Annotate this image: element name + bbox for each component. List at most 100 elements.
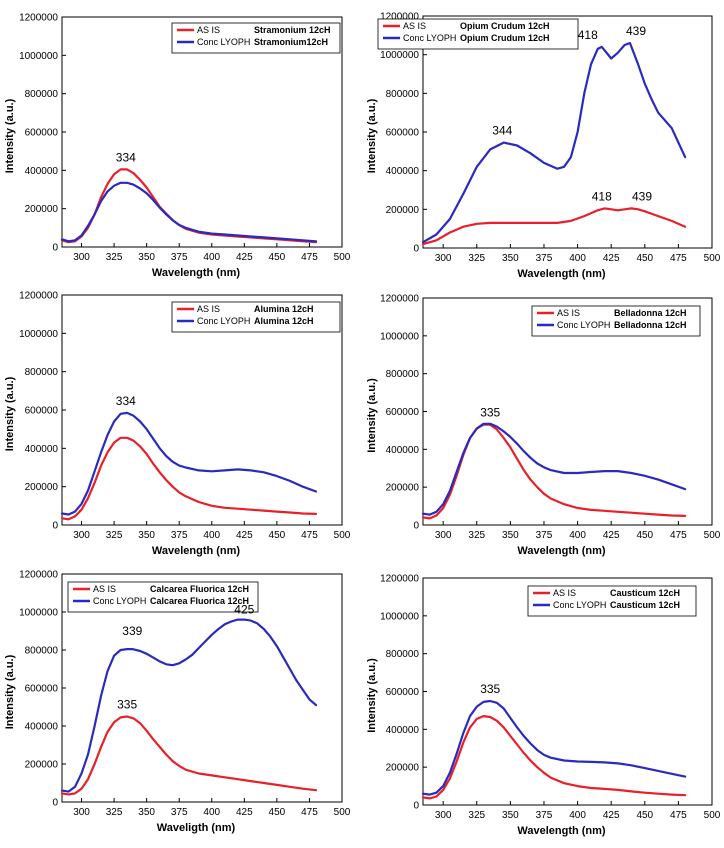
y-tick-label: 600000	[25, 684, 59, 695]
y-axis-title: Intensity (a.u.)	[366, 378, 378, 453]
legend-series-name: AS IS	[197, 304, 220, 314]
x-tick-label: 500	[704, 253, 721, 264]
y-tick-label: 400000	[386, 445, 420, 456]
y-tick-label: 800000	[386, 369, 420, 380]
legend-series-name: Conc LYOPH	[93, 596, 146, 606]
y-tick-label: 200000	[25, 204, 59, 215]
y-axis-title: Intensity (a.u.)	[366, 658, 378, 733]
y-tick-label: 600000	[25, 406, 59, 417]
x-tick-label: 375	[171, 807, 188, 818]
y-tick-label: 200000	[386, 205, 420, 216]
legend-sample-name: Alumina 12cH	[254, 304, 314, 314]
chart-alumina: 300 325 350 375 400 425 450 475 500 0 200000 400000…	[0, 282, 362, 564]
legend-sample-name: Stramonium 12cH	[254, 25, 331, 35]
x-tick-label: 475	[670, 253, 687, 264]
chart-calcarea-fluorica: 300 325 350 375 400 425 450 475 500 0 200000 400000…	[0, 564, 362, 848]
y-tick-label: 800000	[386, 649, 420, 660]
x-axis-title: Waveligth (nm)	[157, 822, 236, 834]
y-tick-label: 400000	[386, 725, 420, 736]
x-tick-label: 300	[73, 252, 90, 263]
x-tick-label: 325	[468, 810, 485, 821]
x-tick-label: 375	[536, 253, 553, 264]
y-tick-label: 1000000	[19, 608, 58, 619]
y-tick-label: 1200000	[380, 294, 419, 305]
y-tick-label: 200000	[386, 483, 420, 494]
x-tick-label: 425	[603, 810, 620, 821]
x-tick-label: 500	[334, 530, 351, 541]
y-tick-label: 1200000	[19, 13, 58, 24]
x-tick-label: 450	[269, 530, 286, 541]
peak-label: 335	[117, 698, 137, 712]
chart-svg: 300 325 350 375 400 425 450 475 500 0 200000 400000…	[4, 13, 351, 280]
y-tick-label: 1200000	[380, 12, 419, 23]
legend-sample-name: Calcarea Fluorica 12cH	[150, 584, 249, 594]
x-tick-label: 325	[106, 252, 123, 263]
legend-sample-name: Calcarea Fluorica 12cH	[150, 596, 249, 606]
x-tick-label: 400	[203, 530, 220, 541]
x-tick-label: 450	[269, 252, 286, 263]
peak-label: 418	[578, 28, 598, 42]
legend-sample-name: Stramonium12cH	[254, 37, 328, 47]
legend-sample-name: Opium Crudum 12cH	[460, 33, 550, 43]
x-tick-label: 400	[569, 810, 586, 821]
y-tick-label: 0	[413, 521, 419, 532]
y-tick-label: 600000	[25, 128, 59, 139]
y-tick-label: 1000000	[380, 611, 419, 622]
x-tick-label: 450	[636, 810, 653, 821]
series-line-conc-lyoph	[421, 41, 687, 244]
x-tick-label: 350	[138, 530, 155, 541]
peak-label: 418	[592, 189, 612, 203]
x-tick-label: 475	[301, 252, 318, 263]
legend-box	[377, 18, 579, 50]
chart-svg: 300 325 350 375 400 425 450 475 500 0 200000 400000…	[4, 291, 351, 558]
legend-sample-name: Causticum 12cH	[610, 588, 680, 598]
peak-label: 425	[234, 603, 254, 617]
legend-series-name: AS IS	[93, 584, 116, 594]
legend-series-name: Conc LYOPH	[557, 320, 610, 330]
x-tick-label: 350	[138, 252, 155, 263]
y-axis-title: Intensity (a.u.)	[4, 98, 16, 173]
x-tick-label: 425	[603, 253, 620, 264]
y-tick-label: 0	[413, 244, 419, 255]
y-tick-label: 600000	[386, 407, 420, 418]
y-tick-label: 1000000	[19, 51, 58, 62]
chart-svg: 300 325 350 375 400 425 450 475 500 0 200000 400000…	[4, 570, 351, 835]
legend-sample-name: Alumina 12cH	[254, 316, 314, 326]
x-tick-label: 425	[236, 530, 253, 541]
peak-label: 334	[116, 394, 136, 408]
peak-label: 439	[632, 189, 652, 203]
legend-series-name: AS IS	[557, 308, 580, 318]
x-tick-label: 325	[106, 807, 123, 818]
series-line-conc-lyoph	[60, 411, 318, 516]
x-tick-label: 350	[502, 253, 519, 264]
x-tick-label: 300	[435, 253, 452, 264]
legend-series-name: Conc LYOPH	[403, 33, 456, 43]
legend-sample-name: Causticum 12cH	[610, 600, 680, 610]
x-tick-label: 325	[468, 253, 485, 264]
x-tick-label: 350	[138, 807, 155, 818]
chart-svg: 300 325 350 375 400 425 450 475 500 0 200000 400000…	[366, 294, 721, 558]
x-tick-label: 475	[670, 810, 687, 821]
legend-sample-name: Belladonna 12cH	[614, 308, 687, 318]
y-tick-label: 800000	[25, 646, 59, 657]
y-tick-label: 1200000	[380, 574, 419, 585]
x-tick-label: 325	[468, 530, 485, 541]
chart-stramonium: 300 325 350 375 400 425 450 475 500 0 200000 400000…	[0, 0, 362, 282]
y-tick-label: 0	[52, 521, 58, 532]
y-tick-label: 0	[52, 243, 58, 254]
x-tick-label: 425	[603, 530, 620, 541]
series-line-as-is	[60, 715, 318, 796]
legend-series-name: Conc LYOPH	[553, 600, 606, 610]
plot-frame	[422, 15, 713, 249]
legend-series-name: AS IS	[197, 25, 220, 35]
y-tick-label: 400000	[25, 722, 59, 733]
y-axis-title: Intensity (a.u.)	[366, 98, 378, 173]
y-tick-label: 1000000	[19, 329, 58, 340]
y-axis-title: Intensity (a.u.)	[4, 376, 16, 451]
series-line-as-is	[60, 168, 318, 244]
legend-series-name: Conc LYOPH	[197, 316, 250, 326]
x-tick-label: 450	[636, 253, 653, 264]
x-tick-label: 500	[704, 530, 721, 541]
x-tick-label: 300	[435, 810, 452, 821]
peak-label: 335	[480, 406, 500, 420]
